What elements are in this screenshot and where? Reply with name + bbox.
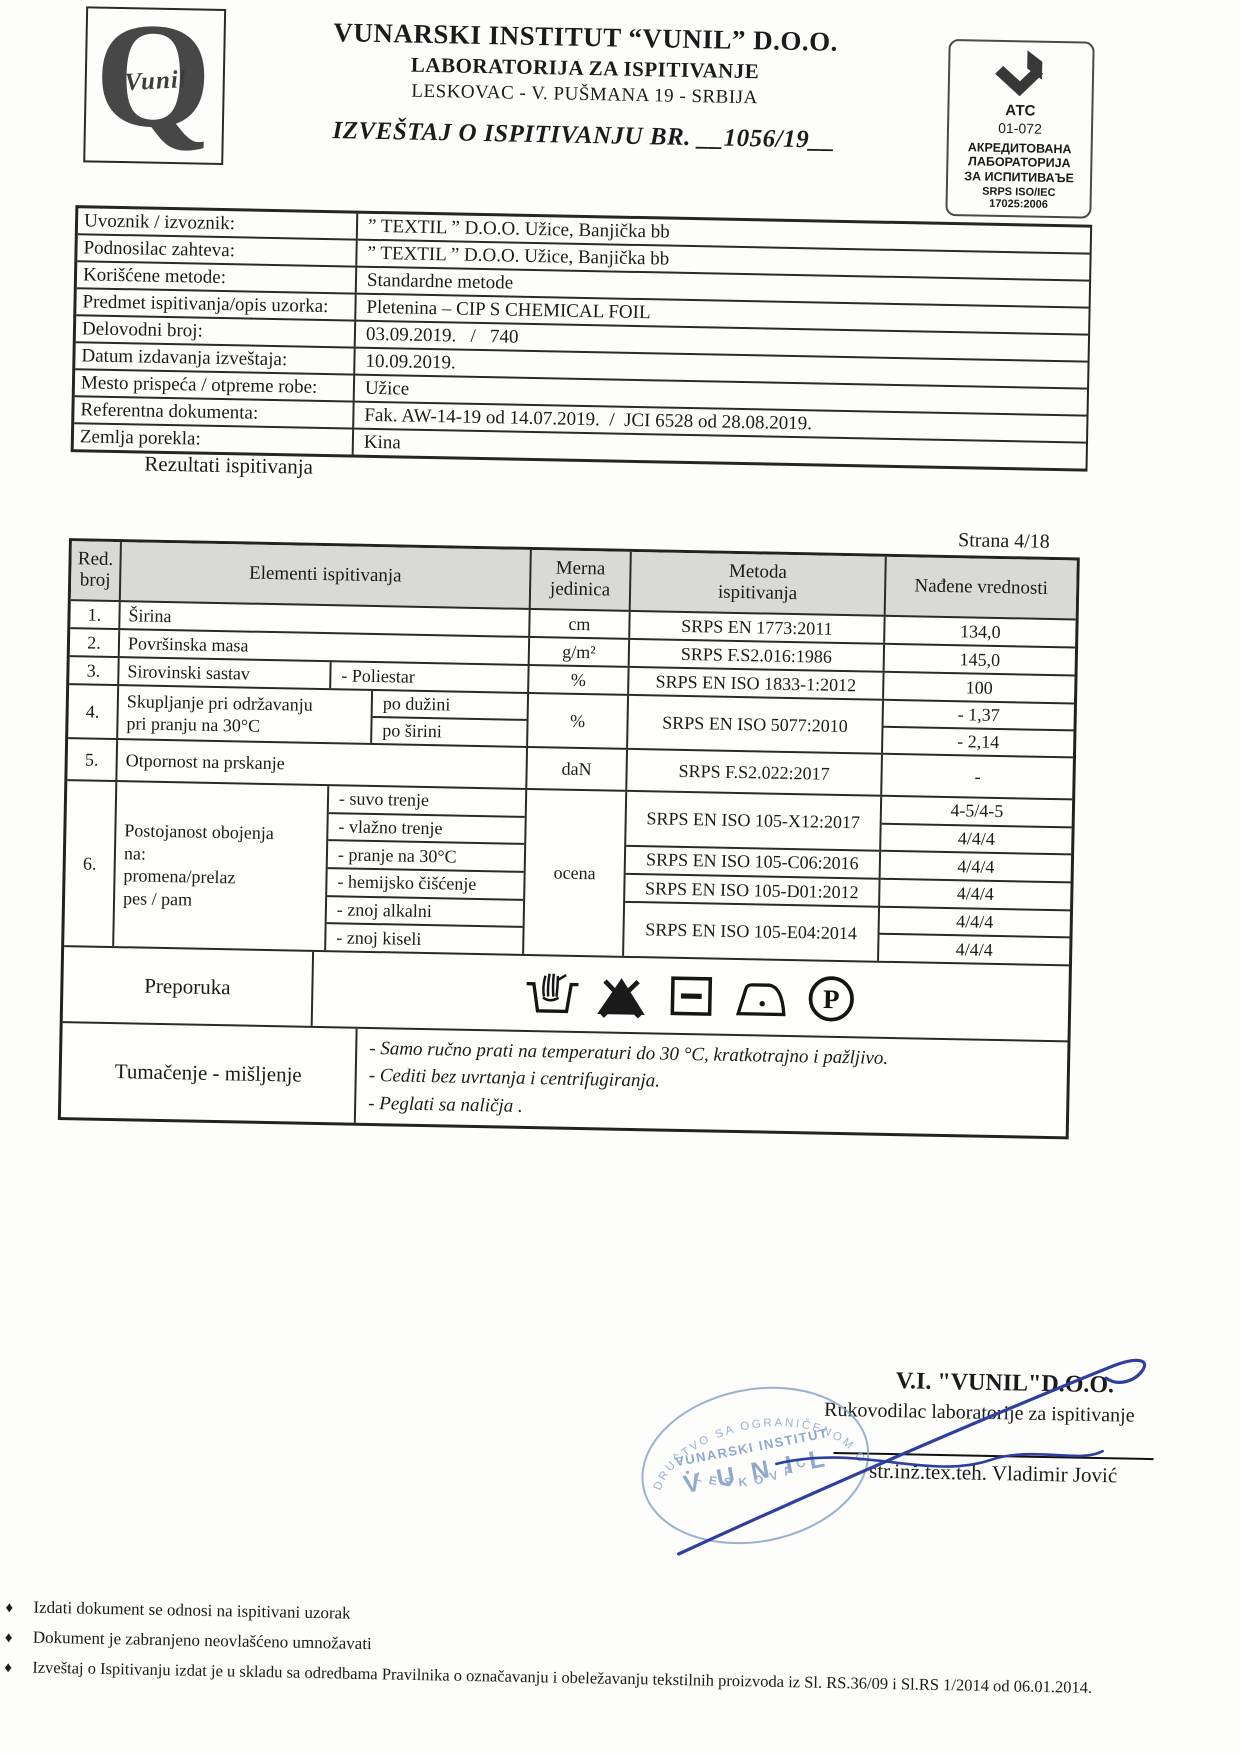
info-label: Podnosilac zahteva: (77, 235, 358, 266)
footer-notes: ♦ Izdati dokument se odnosi na ispitivan… (4, 1597, 1206, 1710)
col-header-method: Metoda ispitivanja (630, 551, 887, 615)
fastness-sub-item: - suvo trenje (328, 786, 526, 818)
recommendation-row: Preporuka (62, 947, 1069, 1043)
row-value: 4/4/4 (879, 907, 1071, 939)
info-label: Referentna dokumenta: (74, 397, 355, 428)
row-value: - (974, 766, 981, 787)
row-unit: % (529, 665, 630, 694)
report-title: IZVEŠTAJ O ISPITIVANJU BR. __1056/19__ (332, 117, 836, 154)
row-value: 4/4/4 (955, 938, 993, 960)
row-unit: % (528, 693, 630, 748)
row-element-sub2: po širini (382, 720, 443, 742)
row-unit: g/m² (529, 637, 631, 666)
logo-word: Vunil (124, 66, 188, 97)
recommendation-label: Preporuka (62, 947, 315, 1026)
fastness-sub-item: - hemijsko čišćenje (327, 869, 524, 901)
diamond-bullet-icon: ♦ (5, 1600, 14, 1617)
row-num: 2. (69, 629, 121, 657)
accreditation-badge: АТС 01-072 АКРЕДИТОВАНА ЛАБОРАТОРИЈА ЗА … (945, 38, 1095, 219)
interpretation-text: - Samo ručno prati na temperaturi do 30 … (356, 1029, 1068, 1137)
row-value: 4/4/4 (880, 879, 1071, 912)
vunil-q-logo: Q Vunil (83, 0, 227, 166)
row-method: SRPS F.S2.022:2017 (627, 749, 883, 795)
row-value: 4/4/4 (881, 824, 1072, 856)
diamond-bullet-icon: ♦ (4, 1660, 13, 1677)
p-letter: P (822, 984, 839, 1014)
fastness-sub-item: - vlažno trenje (328, 813, 525, 846)
row-values: - 1,37 - 2,14 (883, 700, 1074, 757)
col-header-unit: Merna jedinica (530, 550, 632, 610)
ats-logo-icon (995, 50, 1044, 97)
row-value: 134,0 (959, 620, 1001, 642)
results-table: Red. broj Elementi ispitivanja Merna jed… (57, 538, 1080, 1140)
row-method: SRPS EN ISO 5077:2010 (628, 695, 885, 753)
row-value: 4-5/4-5 (881, 796, 1073, 829)
row-element: Skupljanje pri održavanju pri pranju na … (118, 686, 530, 746)
info-label: Datum izdavanja izveštaja: (75, 343, 356, 374)
hand-wash-icon (526, 973, 579, 1014)
row-method: SRPS EN 1773:2011 (630, 611, 886, 643)
interpretation-row: Tumačenje - mišljenje - Samo ručno prati… (60, 1023, 1068, 1137)
row-value-1: - 1,37 (883, 700, 1074, 732)
info-label: Delovodni broj: (75, 316, 357, 347)
signatory-company: V.I. "VUNIL"D.O.O. (895, 1368, 1115, 1399)
row-methods: SRPS EN ISO 105-X12:2017 SRPS EN ISO 105… (624, 791, 883, 961)
row-method: SRPS EN ISO 105-E04:2014 (645, 919, 858, 944)
fastness-sub-item: - znoj kiseli (336, 927, 422, 949)
col-header-values: Nađene vrednosti (914, 574, 1049, 599)
company-round-stamp: DRUŠTVO SA OGRANIČENOM ODGOVORNOŠĆU VUNA… (620, 1360, 870, 1545)
info-label: Mesto prispeća / otpreme robe: (74, 370, 356, 401)
diamond-bullet-icon: ♦ (4, 1630, 13, 1647)
row-element: Otpornost na prskanje (117, 740, 529, 788)
dry-flat-icon (670, 976, 712, 1016)
interpretation-label: Tumačenje - mišljenje (60, 1023, 358, 1123)
info-label: Zemlja porekla: (73, 424, 355, 455)
row-num: 1. (70, 601, 121, 629)
sample-info-table: Uvoznik / izvoznik:” TEXTIL ” D.O.O. Uži… (70, 205, 1093, 472)
info-label: Korišćene metode: (76, 262, 358, 293)
row-values: 4-5/4-5 4/4/4 4/4/4 4/4/4 4/4/4 4/4/4 (879, 796, 1073, 965)
row-value: 4/4/4 (880, 852, 1072, 884)
row-num: 4. (68, 685, 120, 739)
row-element-sub: - Poliestar (329, 662, 528, 692)
do-not-bleach-icon (596, 978, 645, 1019)
page-number: Strana 4/18 (957, 529, 1050, 553)
row-unit: daN (527, 747, 629, 790)
accreditation-number: 01-072 (998, 119, 1042, 137)
iron-one-dot-icon (735, 983, 786, 1017)
results-section-title: Rezultati ispitivanja (144, 451, 314, 479)
professional-clean-p-icon: P (808, 976, 854, 1022)
row-method: SRPS F.S2.016:1986 (629, 639, 886, 671)
row-num: 5. (67, 739, 119, 781)
row-element-sub1: po dužini (372, 690, 528, 721)
letterhead: VUNARSKI INSTITUT “VUNIL” D.O.O. LABORAT… (244, 15, 926, 156)
result-row-6: 6. Postojanost obojenja na: promena/prel… (64, 781, 1073, 967)
row-num: 6. (64, 781, 118, 947)
col-header-num: Red. broj (70, 541, 122, 601)
row-value: 100 (965, 676, 993, 698)
row-element-label: Sirovinski sastav (127, 660, 251, 684)
row-unit: cm (530, 609, 631, 638)
care-symbols: P (313, 952, 1069, 1040)
row-value: 145,0 (959, 648, 1001, 670)
row-method: SRPS EN ISO 105-X12:2017 (626, 791, 881, 852)
row-method: SRPS EN ISO 1833-1:2012 (629, 667, 885, 699)
accreditation-standard: SRPS ISO/IEC 17025:2006 (982, 185, 1056, 211)
row-num: 3. (69, 657, 120, 685)
row-element: Postojanost obojenja na: promena/prelaz … (114, 782, 528, 954)
row-value-2: - 2,14 (957, 731, 1000, 753)
accreditation-caption: АКРЕДИТОВАНА ЛАБОРАТОРИЈА ЗА ИСПИТИВАЪЕ (964, 140, 1075, 186)
accreditation-code: АТС (1005, 102, 1036, 120)
fastness-sub-item: - pranje na 30°C (327, 841, 525, 873)
row-element-label: Postojanost obojenja na: promena/prelaz … (122, 820, 275, 910)
row-element-label: Skupljanje pri održavanju pri pranju na … (126, 690, 313, 736)
info-label: Uvoznik / izvoznik: (77, 208, 359, 239)
row-unit: ocena (524, 789, 628, 956)
info-label: Predmet ispitivanja/opis uzorka: (76, 289, 357, 320)
fastness-sub-item: - znoj alkalni (326, 896, 524, 929)
col-header-element: Elementi ispitivanja (120, 542, 532, 608)
